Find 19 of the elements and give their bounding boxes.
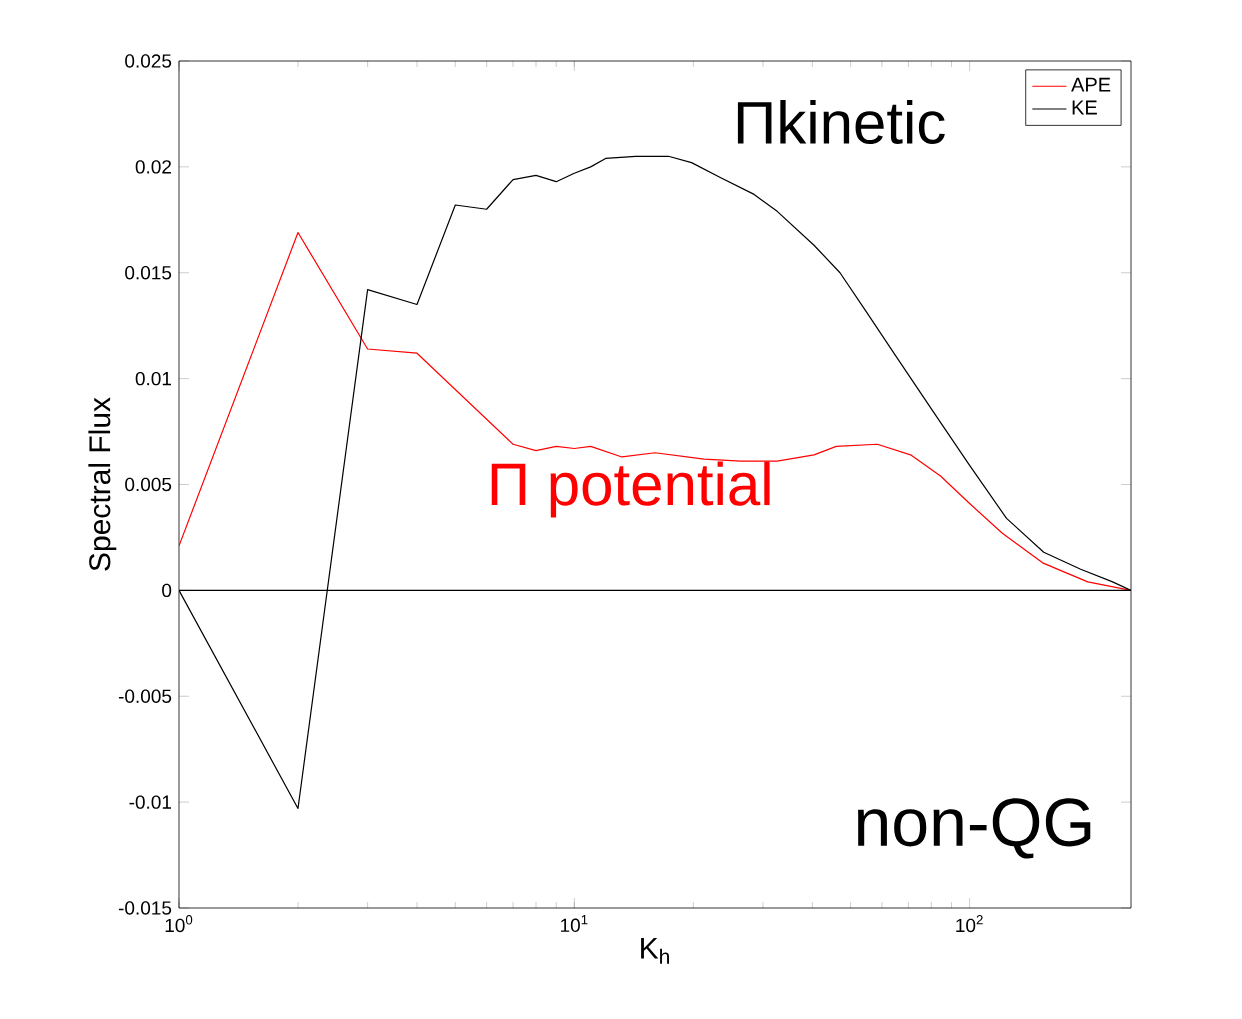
y-tick-label: 0 — [162, 583, 172, 598]
x-tick-label: 10$^{1}$ — [560, 915, 588, 933]
annotation: non-QG — [858, 798, 1091, 859]
y-axis-title: Spectral Flux — [88, 397, 117, 571]
y-tick-label: 0.02 — [135, 160, 171, 174]
x-axis-title: K$_{h}$ — [641, 937, 669, 964]
x-tick-label: 10$^{0}$ — [165, 915, 193, 933]
y-tick-label: -0.01 — [129, 795, 171, 809]
legend-label: KE — [1072, 100, 1097, 115]
y-tick-label: -0.005 — [118, 689, 172, 703]
y-tick-label: 0.025 — [125, 54, 172, 68]
x-tick-label: 10$^{2}$ — [956, 915, 983, 933]
y-tick-label: 0.015 — [125, 266, 172, 280]
y-tick-label: -0.015 — [118, 901, 172, 915]
y-tick-label: 0.005 — [125, 477, 172, 492]
annotation: Πkinetic — [737, 99, 945, 145]
y-tick-label: 0.01 — [135, 371, 171, 386]
legend-label: APE — [1071, 77, 1111, 92]
annotation: Π potential — [491, 461, 770, 518]
